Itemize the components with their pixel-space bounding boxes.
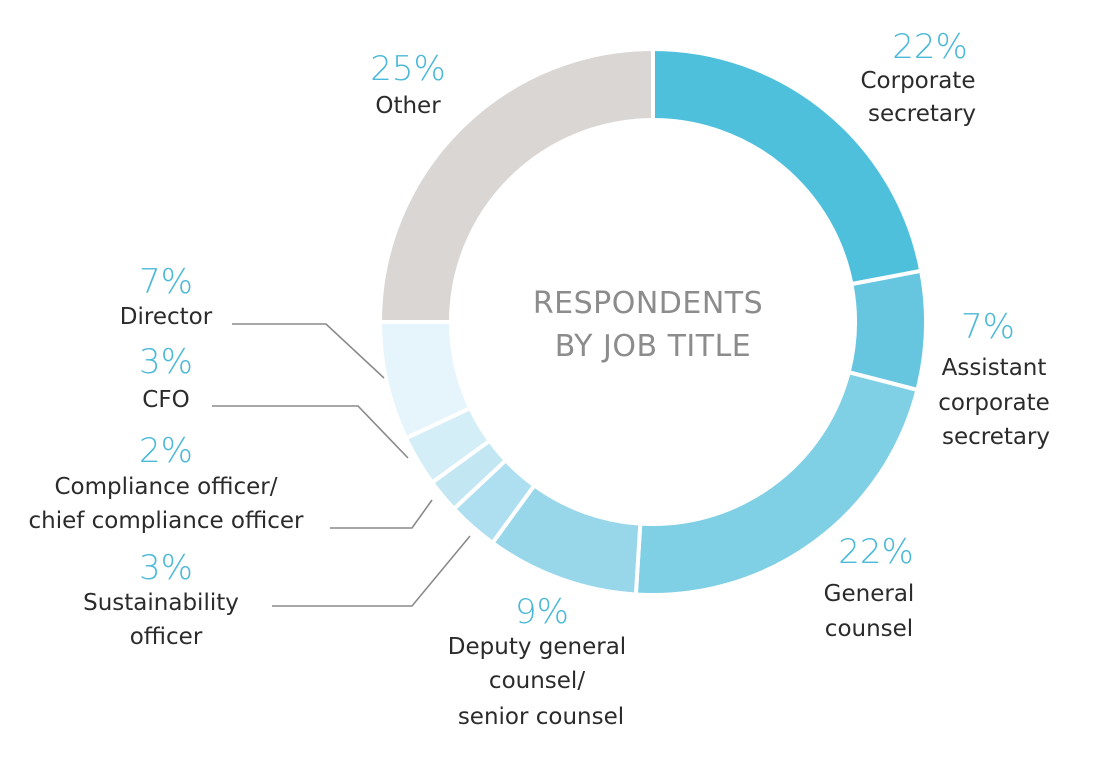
category-label-2-line-3: secretary [942,424,1050,450]
leader-line-1 [272,535,471,607]
percent-label-8: 7% [139,262,193,302]
leader-line-4 [232,323,385,379]
percent-label-9: 25% [370,49,446,89]
percent-label-4: 9% [515,592,569,632]
percent-label-1: 22% [892,27,968,67]
category-label-9-line-1: Other [375,93,441,119]
leader-line-2 [330,499,433,529]
category-label-7-line-1: CFO [142,387,189,413]
donut-slice-9 [378,47,655,324]
percent-label-7: 3% [139,342,193,382]
category-label-5-line-2: officer [130,624,203,650]
category-label-5-line-1: Sustainability [83,590,239,616]
category-label-1-line-2: secretary [868,101,976,127]
leader-line-3 [212,405,409,459]
category-label-8-line-1: Director [120,304,213,330]
percent-label-5: 3% [139,548,193,588]
percent-label-2: 7% [961,307,1015,347]
category-label-2-line-2: corporate [938,390,1050,416]
category-label-3-line-2: counsel [825,616,913,642]
category-label-6-line-2: chief compliance officer [28,508,304,534]
slice-labels: 22%Corporatesecretary7%Assistantcorporat… [28,27,1050,730]
category-label-4-line-3: senior counsel [458,704,624,730]
category-label-4-line-2: counsel/ [489,668,585,694]
category-label-6-line-1: Compliance officer/ [54,474,277,500]
chart-title-line-2: BY JOB TITLE [555,329,752,364]
category-label-3-line-1: General [824,581,915,607]
chart-title-line-1: RESPONDENTS [533,286,763,321]
donut-slices [378,47,928,597]
percent-label-3: 22% [838,532,914,572]
chart-title: RESPONDENTS BY JOB TITLE [533,286,763,364]
category-label-1-line-1: Corporate [861,68,976,94]
category-label-2-line-1: Assistant [942,355,1047,381]
donut-slice-2 [846,268,928,392]
leader-lines [212,323,471,607]
percent-label-6: 2% [139,431,193,471]
category-label-4-line-1: Deputy general [448,634,626,660]
